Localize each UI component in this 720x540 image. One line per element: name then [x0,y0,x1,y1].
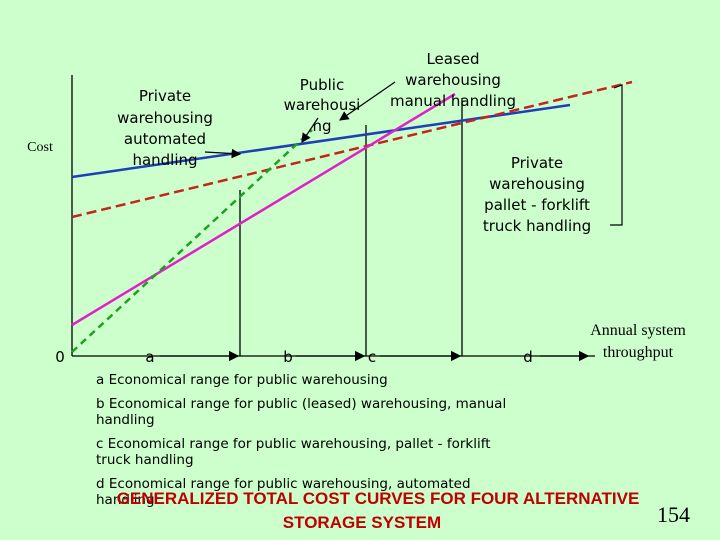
curve-label: warehousing [117,109,213,127]
range-text: handling [96,492,155,508]
curve-label: warehousing [405,71,501,89]
point-label: c [368,348,376,366]
point-label: d [523,348,533,366]
range-text: a Economical range for public warehousin… [96,372,388,388]
curve-label: pallet - forklift [484,196,590,214]
page-number: 154 [657,502,690,527]
axes [71,75,595,362]
curve-label: warehousing [489,175,585,193]
range-text: b Economical range for public (leased) w… [96,396,506,412]
curve-label: warehousi [284,96,361,114]
x-axis-label: throughput [603,344,674,361]
origin-label: 0 [55,348,65,366]
range-text: d Economical range for public warehousin… [96,476,471,492]
point-label: b [283,348,293,366]
curve-label: truck handling [483,217,591,235]
curve-label: ng [312,117,331,135]
point-label: a [145,348,154,366]
range-text: handling [96,412,155,428]
y-axis-label: Cost [27,140,53,155]
curve-label: manual handling [390,92,516,110]
curve-label: Public [300,76,344,94]
curve-label: handling [132,151,197,169]
curve-label: Private [139,87,191,105]
curves [71,80,633,353]
range-text: truck handling [96,452,194,468]
curve-label: Leased [426,50,479,68]
curve-label: Private [511,154,563,172]
pointers [204,81,623,226]
x-axis-label: Annual system [590,322,686,339]
title: GENERALIZED TOTAL COST CURVES FOR FOUR A… [117,489,640,508]
curve-label: automated [124,130,206,148]
title: STORAGE SYSTEM [283,513,441,532]
range-text: c Economical range for public warehousin… [96,436,491,452]
